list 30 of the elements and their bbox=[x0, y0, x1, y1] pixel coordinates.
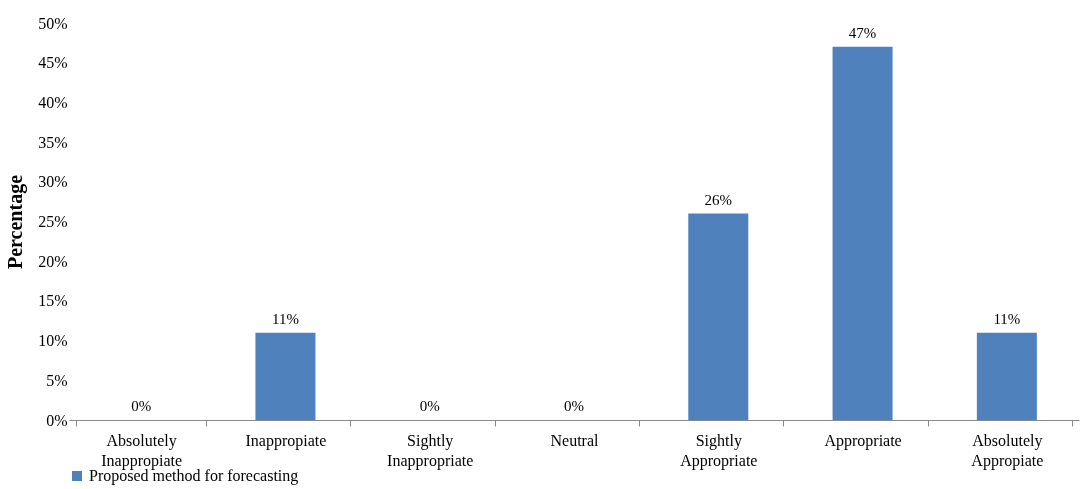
data-label: 11% bbox=[271, 310, 299, 327]
y-tick-label: 0% bbox=[46, 411, 68, 429]
data-label: 0% bbox=[419, 398, 440, 414]
y-tick-label: 35% bbox=[38, 133, 68, 151]
bar bbox=[688, 213, 749, 420]
y-tick-label: 10% bbox=[38, 332, 68, 350]
x-tick-label: Absolutely Appropiate bbox=[971, 431, 1044, 470]
x-tick-label: Absolutely Inappropiate bbox=[101, 431, 183, 470]
x-tick-label: Neutral bbox=[550, 431, 600, 449]
y-tick-label: 50% bbox=[38, 14, 68, 32]
bar bbox=[976, 332, 1037, 420]
x-tick-label: Inappropiate bbox=[245, 431, 327, 450]
y-tick-label: 20% bbox=[38, 252, 68, 270]
data-label: 47% bbox=[848, 24, 877, 41]
y-tick-label: 15% bbox=[38, 292, 68, 310]
x-tick-label: Appropriate bbox=[824, 431, 902, 450]
data-label: 0% bbox=[131, 398, 152, 414]
data-label: 26% bbox=[704, 191, 733, 208]
y-tick-label: 25% bbox=[38, 213, 68, 230]
y-tick-label: 5% bbox=[46, 371, 68, 389]
y-tick-label: 45% bbox=[38, 54, 68, 72]
bar bbox=[832, 46, 893, 420]
y-axis-title: Percentage bbox=[4, 174, 28, 270]
data-label: 11% bbox=[993, 310, 1021, 327]
x-tick-label: Sightly Inappropriate bbox=[387, 431, 474, 470]
data-label: 0% bbox=[564, 398, 584, 414]
y-tick-label: 30% bbox=[38, 173, 68, 191]
y-tick-label: 40% bbox=[38, 93, 68, 111]
x-tick-label: Sightly Appropriate bbox=[680, 431, 758, 470]
bar bbox=[255, 332, 316, 420]
